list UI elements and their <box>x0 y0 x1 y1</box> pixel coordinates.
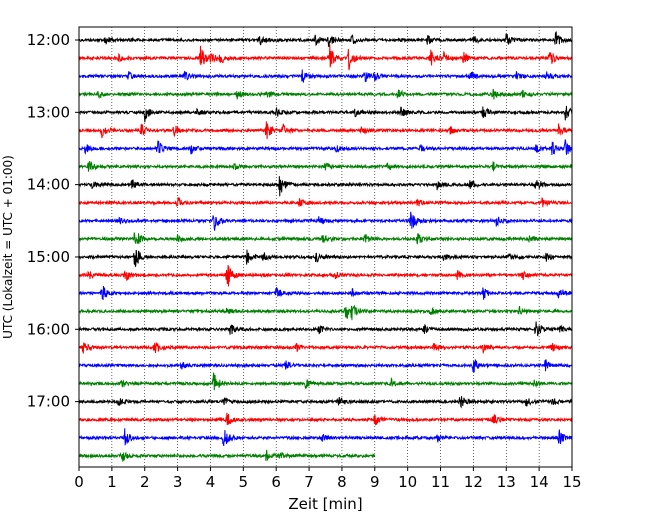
seismogram-trace <box>78 196 573 208</box>
x-tick-label: 2 <box>140 473 150 491</box>
y-tick-label: 12:00 <box>27 31 70 49</box>
x-tick-label: 15 <box>562 473 581 491</box>
seismogram-trace <box>78 139 573 155</box>
seismogram-traces <box>78 31 573 462</box>
seismogram-trace <box>78 428 573 447</box>
x-axis-ticks: 0 1 2 3 4 5 6 7 8 9 10 11 12 13 14 15 <box>74 467 582 491</box>
x-axis-label: Zeit [min] <box>288 495 362 513</box>
plot-background <box>79 27 572 467</box>
y-tick-label: 16:00 <box>27 320 70 338</box>
seismogram-trace <box>78 359 573 373</box>
seismogram-trace <box>78 249 573 268</box>
vertical-gridlines <box>111 27 540 467</box>
seismogram-trace <box>78 44 573 71</box>
x-tick-label: 6 <box>271 473 281 491</box>
seismogram-trace <box>78 396 573 409</box>
x-tick-label: 1 <box>107 473 117 491</box>
seismogram-trace <box>78 31 573 48</box>
seismogram-trace <box>78 412 573 426</box>
plot-frame <box>78 26 573 468</box>
y-tick-label: 15:00 <box>27 248 70 266</box>
y-tick-label: 13:00 <box>27 103 70 121</box>
x-tick-label: 5 <box>239 473 249 491</box>
x-tick-label: 10 <box>398 473 417 491</box>
seismogram-trace <box>78 211 573 231</box>
seismogram-trace <box>78 232 573 245</box>
seismogram-trace <box>78 321 573 337</box>
y-tick-label: 17:00 <box>27 393 70 411</box>
y-axis-label: UTC (Lokalzeit = UTC + 01:00) <box>1 155 15 339</box>
x-tick-label: 4 <box>206 473 216 491</box>
x-tick-label: 11 <box>431 473 450 491</box>
x-tick-label: 0 <box>74 473 84 491</box>
seismogram-trace <box>78 449 376 462</box>
seismogram-trace <box>78 264 573 287</box>
seismogram-trace <box>78 342 573 355</box>
x-tick-label: 13 <box>497 473 516 491</box>
y-axis-ticks: 12:00 13:00 14:00 15:00 16:00 17:00 <box>27 31 79 411</box>
x-tick-label: 7 <box>304 473 314 491</box>
seismogram-trace <box>78 304 573 321</box>
x-tick-label: 12 <box>464 473 483 491</box>
seismogram-trace <box>78 105 573 123</box>
seismogram-trace <box>78 285 573 300</box>
x-tick-label: 14 <box>530 473 549 491</box>
seismogram-trace <box>78 176 573 197</box>
x-tick-label: 3 <box>173 473 183 491</box>
seismogram-trace <box>78 372 573 391</box>
seismogram-trace <box>78 121 573 140</box>
seismogram-trace <box>78 69 573 83</box>
y-tick-label: 14:00 <box>27 176 70 194</box>
x-tick-label: 8 <box>337 473 347 491</box>
seismogram-trace <box>78 88 573 100</box>
x-tick-label: 9 <box>370 473 380 491</box>
seismogram-trace <box>78 160 573 172</box>
